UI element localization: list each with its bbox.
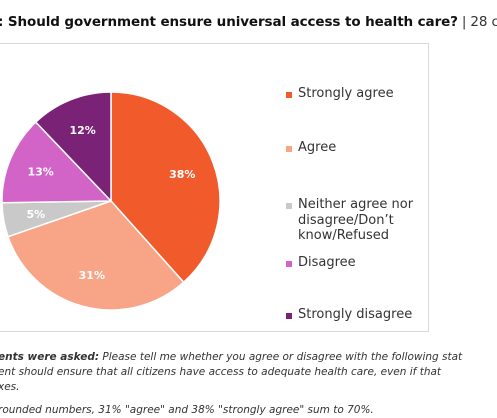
note-rounding: rounded numbers, 31% "agree" and 38% "st… xyxy=(0,404,374,416)
pie-data-label-4: 12% xyxy=(69,124,95,137)
chart-title: : Should government ensure universal acc… xyxy=(0,14,497,30)
pie-data-label-2: 5% xyxy=(27,208,46,221)
legend-label-line: Strongly agree xyxy=(298,86,394,101)
legend-swatch-3 xyxy=(286,261,292,267)
legend-label-0: Strongly agree xyxy=(298,86,394,102)
legend-label-line: know/Refused xyxy=(298,228,390,243)
legend-swatch-1 xyxy=(286,146,292,152)
pie-slice-4 xyxy=(34,91,112,203)
pie-data-label-3: 13% xyxy=(27,166,53,179)
pie-slice-1 xyxy=(7,200,185,311)
legend-swatch-0 xyxy=(286,92,292,98)
chart-question: : Should government ensure universal acc… xyxy=(0,14,458,30)
legend-swatch-2 xyxy=(286,203,292,209)
note-question-line3: xes. xyxy=(0,381,20,393)
legend-label-line: Neither agree nor xyxy=(298,197,414,212)
legend-item-2: Neither agree nor disagree/Don’t know/Refu… xyxy=(286,197,413,244)
legend-item-3: Disagree xyxy=(286,255,356,271)
legend-label-4: Strongly disagree xyxy=(298,307,412,323)
pie-slice-0 xyxy=(110,91,221,284)
note-lead: ents were asked: xyxy=(0,351,100,363)
chart-notes: ents were asked: Please tell me whether … xyxy=(0,350,497,418)
legend-label-line: disagree/Don’t xyxy=(298,212,394,228)
note-question-wording: ents were asked: Please tell me whether … xyxy=(0,350,497,365)
title-separator: | xyxy=(461,14,467,30)
chart-area: 38% 31% 5% 13% 12% Strongly agree Agree Neithe… xyxy=(0,43,429,332)
legend-label-line: Agree xyxy=(298,140,337,155)
legend-label-1: Agree xyxy=(298,140,336,156)
pie-chart: 38% 31% 5% 13% 12% xyxy=(1,91,221,311)
legend-label-line: Disagree xyxy=(298,255,356,270)
note-question-text: Please tell me whether you agree or disa… xyxy=(99,351,463,363)
pie-data-label-1: 31% xyxy=(79,269,105,282)
note-question-line2: ent should ensure that all citizens have… xyxy=(0,366,442,378)
title-country-count: 28 co xyxy=(470,14,497,30)
legend-label-3: Disagree xyxy=(298,255,356,271)
legend-label-line: Strongly disagree xyxy=(298,307,413,322)
pie-slice-3 xyxy=(1,121,113,204)
legend-item-0: Strongly agree xyxy=(286,86,394,102)
legend-swatch-4 xyxy=(286,313,292,319)
legend-label-2: Neither agree nor disagree/Don’t know/Refu… xyxy=(298,197,413,244)
legend-item-4: Strongly disagree xyxy=(286,307,412,323)
legend-item-1: Agree xyxy=(286,140,336,156)
pie-data-label-0: 38% xyxy=(169,168,195,181)
